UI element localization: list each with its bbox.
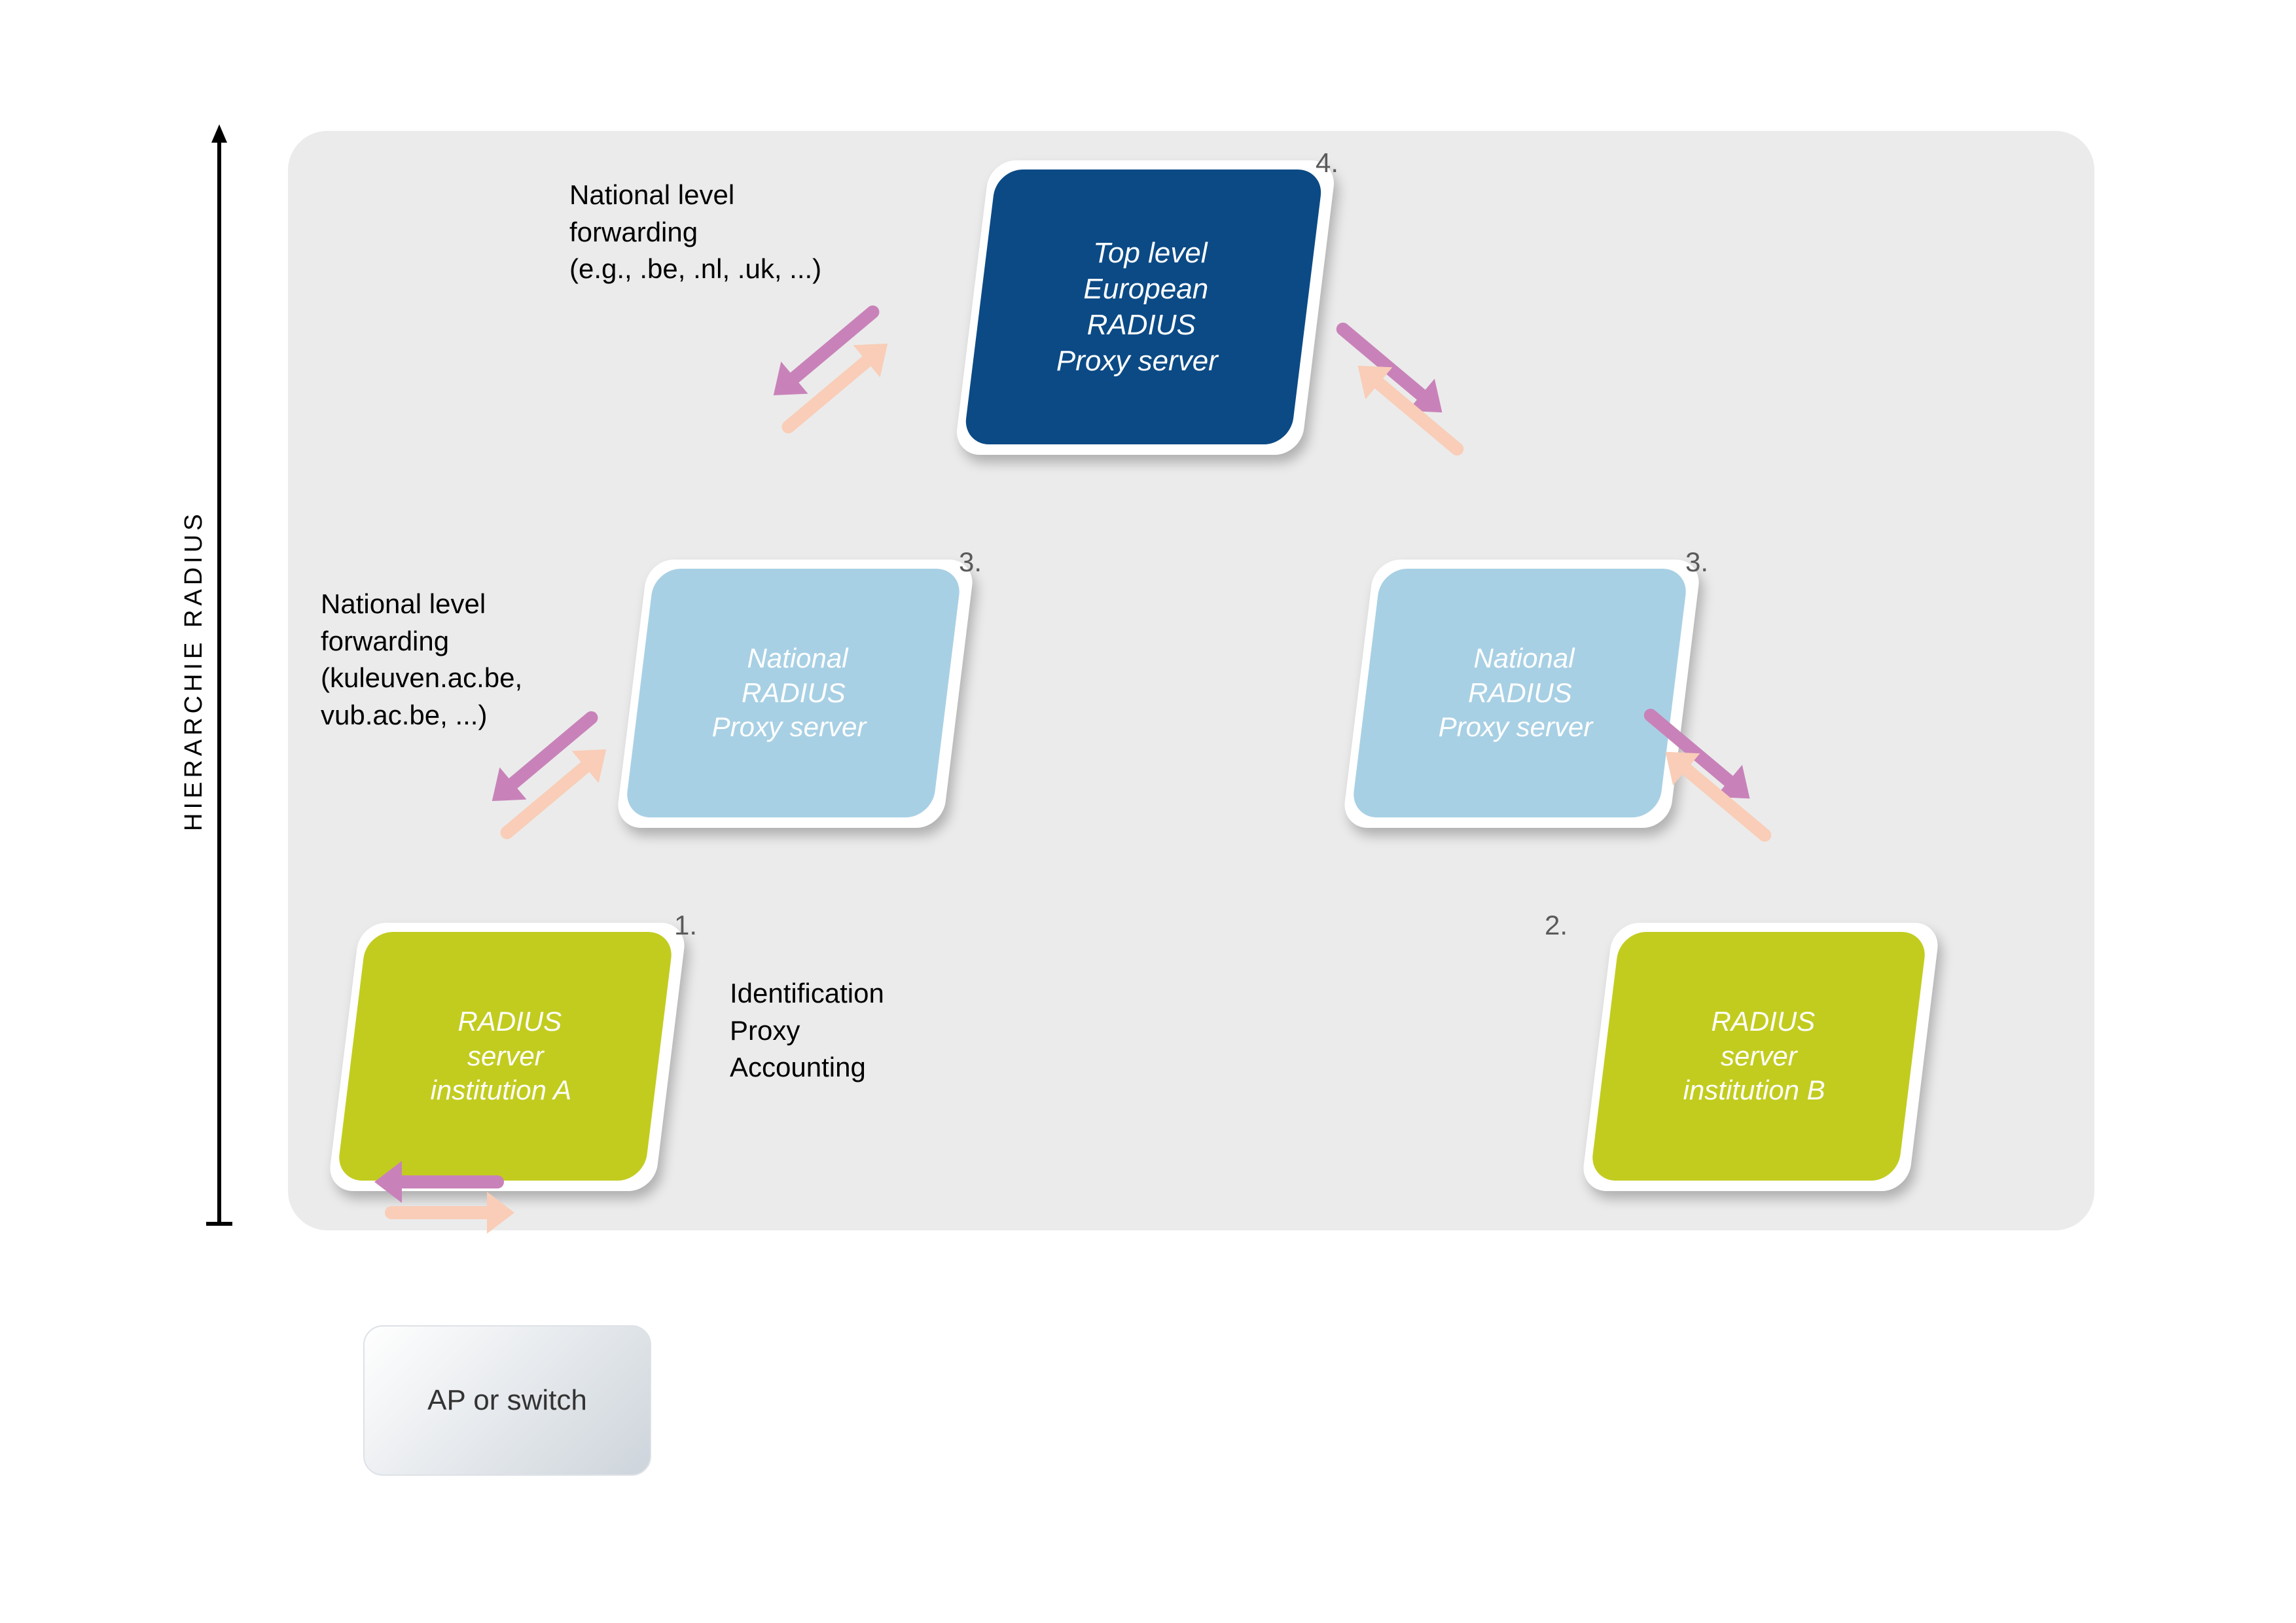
node-body: NationalRADIUSProxy server (1351, 569, 1689, 817)
text-line: forwarding (321, 623, 522, 660)
node-body: Top levelEuropeanRADIUSProxy server (963, 169, 1324, 444)
arrow-up-icon (391, 1192, 514, 1237)
text-line: Identification (730, 975, 884, 1012)
node-text-line: RADIUS (1711, 1005, 1815, 1039)
node-top: Top levelEuropeanRADIUSProxy server (972, 160, 1325, 461)
ap-switch-box: AP or switch (363, 1325, 651, 1476)
text-national_forwarding: National levelforwarding(kuleuven.ac.be,… (321, 586, 522, 734)
node-inst_b: RADIUSserverinstitution B (1597, 923, 1931, 1198)
node-text-line: RADIUS (457, 1005, 562, 1039)
text-line: Accounting (730, 1049, 884, 1086)
node-inst_a: RADIUSserverinstitution A (344, 923, 677, 1198)
node-text-line: server (1721, 1039, 1797, 1074)
node-text-line: Proxy server (1056, 343, 1217, 379)
text-line: (e.g., .be, .nl, .uk, ...) (569, 251, 821, 288)
node-text-line: RADIUS (742, 676, 846, 711)
node-text-line: server (467, 1039, 544, 1074)
node-nat_left: NationalRADIUSProxy server (632, 560, 965, 834)
ap-switch-label: AP or switch (427, 1384, 587, 1417)
text-identification: IdentificationProxyAccounting (730, 975, 884, 1086)
node-text-line: Proxy server (712, 710, 867, 745)
text-line: forwarding (569, 214, 821, 251)
node-text-line: RADIUS (1086, 307, 1195, 343)
node-text-line: National (747, 641, 848, 676)
text-line: vub.ac.be, ...) (321, 697, 522, 734)
node-nat_right: NationalRADIUSProxy server (1358, 560, 1692, 834)
node-number-nat_left: 3. (959, 546, 982, 578)
node-body: RADIUSserverinstitution A (336, 932, 675, 1181)
node-text-line: Top level (1093, 235, 1208, 271)
arrow-pair-top_to_natleft (818, 347, 819, 348)
node-text-line: European (1083, 271, 1208, 307)
node-text-line: institution B (1683, 1073, 1825, 1108)
node-number-top: 4. (1316, 147, 1338, 179)
node-body: RADIUSserverinstitution B (1590, 932, 1928, 1181)
node-number-inst_b: 2. (1545, 910, 1568, 941)
node-text-line: National (1473, 641, 1574, 676)
node-text-line: institution A (431, 1073, 572, 1108)
text-line: National level (321, 586, 522, 623)
node-number-nat_right: 3. (1685, 546, 1708, 578)
hierarchy-axis-label: HIERARCHIE RADIUS (180, 510, 208, 832)
node-body: NationalRADIUSProxy server (624, 569, 963, 817)
text-line: Proxy (730, 1012, 884, 1050)
node-number-inst_a: 1. (674, 910, 697, 941)
text-top_forwarding: National levelforwarding(e.g., .be, .nl,… (569, 177, 821, 288)
text-line: National level (569, 177, 821, 214)
node-text-line: Proxy server (1439, 710, 1593, 745)
node-text-line: RADIUS (1468, 676, 1572, 711)
text-line: (kuleuven.ac.be, (321, 660, 522, 697)
